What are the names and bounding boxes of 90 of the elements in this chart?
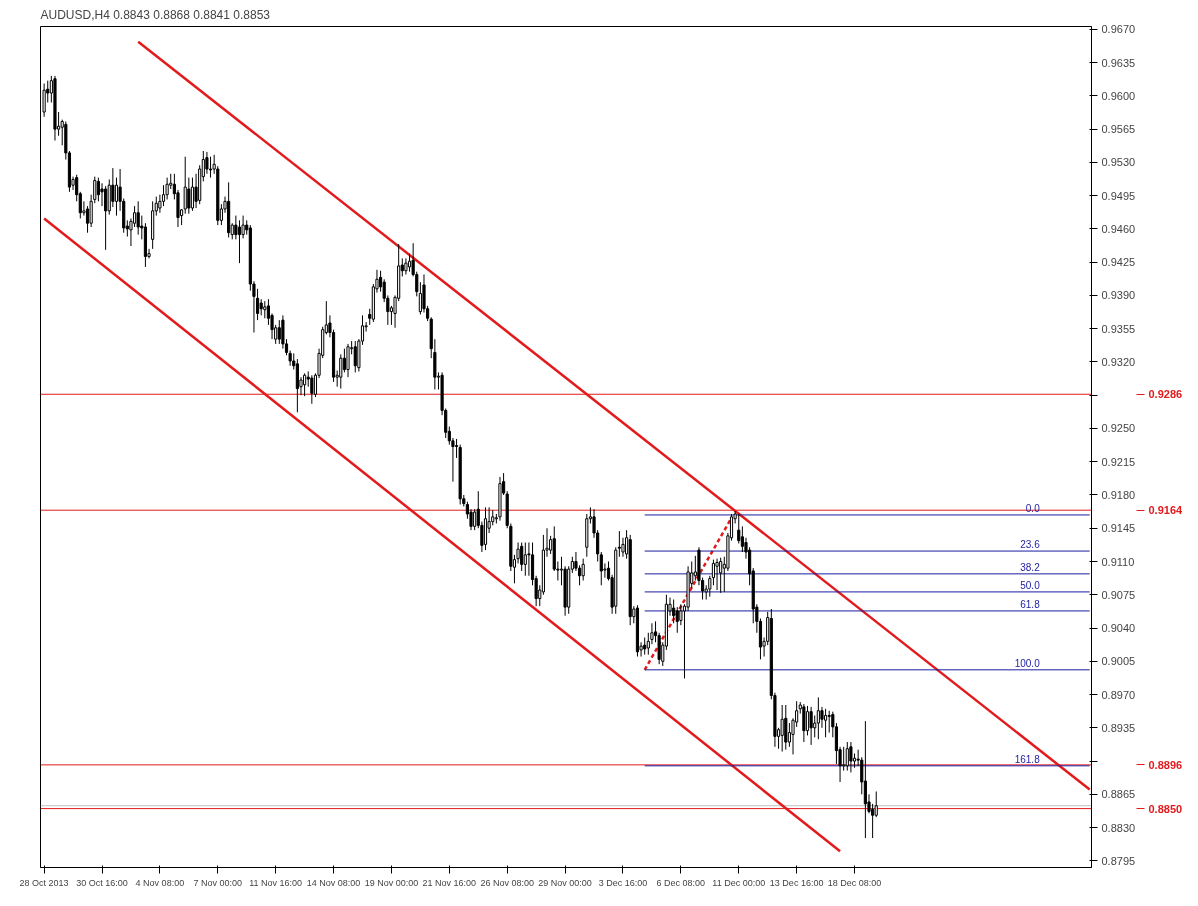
x-tick-label: 11 Nov 16:00 <box>249 877 303 888</box>
y-tick-label: 0.9600 <box>1101 89 1136 102</box>
candlestick <box>719 557 723 594</box>
chart-title: AUDUSD,H4 0.8843 0.8868 0.8841 0.8853 <box>40 7 271 22</box>
candlestick <box>187 177 191 215</box>
y-tick-label: 0.9250 <box>1101 422 1136 435</box>
y-tick-label: 0.9355 <box>1101 322 1136 335</box>
candlestick <box>527 542 531 577</box>
ref-line-label: 0.9286 <box>1148 388 1183 401</box>
candlestick <box>136 200 140 236</box>
candlestick <box>523 542 527 577</box>
x-tick-label: 29 Nov 00:00 <box>538 877 592 888</box>
series-label: 161.8 <box>1014 753 1041 765</box>
y-tick-label: 0.9215 <box>1101 455 1136 468</box>
candlestick <box>183 156 187 215</box>
x-tick-label: 18 Dec 08:00 <box>827 877 882 888</box>
candlestick <box>85 205 90 234</box>
candlestick <box>711 559 716 586</box>
candlestick <box>737 513 741 544</box>
candlestick <box>404 257 408 276</box>
candlestick <box>520 542 524 572</box>
y-tick-label: 0.9145 <box>1101 522 1136 535</box>
x-tick-label: 21 Nov 16:00 <box>422 877 477 888</box>
candlestick <box>208 156 213 179</box>
candlestick <box>780 704 784 753</box>
y-tick-label: 0.9040 <box>1101 622 1136 635</box>
y-tick-label: 0.9635 <box>1101 56 1136 69</box>
candlestick <box>809 706 813 746</box>
candlestick <box>310 374 314 405</box>
series-label: 23.6 <box>1020 539 1041 551</box>
x-tick-label: 7 Nov 00:00 <box>193 877 243 888</box>
candlestick <box>816 696 820 740</box>
y-tick-label: 0.9425 <box>1101 256 1136 269</box>
x-tick-label: 3 Dec 16:00 <box>598 877 648 888</box>
x-tick-label: 28 Oct 2013 <box>19 877 69 888</box>
y-tick-label: 0.8865 <box>1101 788 1136 801</box>
y-tick-label: 0.9005 <box>1101 655 1136 668</box>
y-tick-label: 0.9460 <box>1101 222 1136 235</box>
ref-line-label: 0.8896 <box>1148 758 1183 771</box>
y-tick-label: 0.8935 <box>1101 721 1136 734</box>
candlestick <box>111 167 115 208</box>
candlestick <box>813 714 817 738</box>
candlestick <box>672 599 676 624</box>
candlestick <box>96 177 100 202</box>
candlestick <box>845 741 849 772</box>
y-tick-label: 0.9565 <box>1101 123 1136 136</box>
y-tick-label: 0.9110 <box>1101 555 1135 568</box>
x-tick-label: 6 Dec 08:00 <box>656 877 706 888</box>
series-label: 100.0 <box>1014 657 1041 669</box>
ref-line-label: 0.8850 <box>1148 802 1183 815</box>
x-tick-label: 30 Oct 16:00 <box>76 877 128 888</box>
y-tick-label: 0.9180 <box>1101 488 1136 501</box>
series-label: 61.8 <box>1020 598 1041 610</box>
y-tick-label: 0.9320 <box>1101 355 1136 368</box>
x-tick-label: 11 Dec 00:00 <box>712 877 766 888</box>
candlestick <box>346 343 350 378</box>
y-tick-label: 0.8830 <box>1101 821 1136 834</box>
candlestick <box>277 319 281 345</box>
candlestick <box>617 530 621 558</box>
candlestick <box>849 741 853 773</box>
candlestick <box>190 177 195 212</box>
candlestick <box>675 606 679 634</box>
x-tick-label: 19 Nov 00:00 <box>364 877 419 888</box>
candlestick <box>339 353 343 390</box>
x-tick-label: 4 Nov 08:00 <box>135 877 185 888</box>
series-label: 50.0 <box>1020 579 1041 591</box>
candlestick <box>802 703 806 743</box>
x-tick-label: 14 Nov 08:00 <box>306 877 361 888</box>
y-tick-label: 0.9495 <box>1101 189 1136 202</box>
ref-line-label: 0.9164 <box>1148 504 1184 517</box>
x-tick-label: 13 Dec 16:00 <box>769 877 824 888</box>
candlestick <box>863 720 867 839</box>
candlestick <box>104 185 108 251</box>
y-tick-label: 0.9670 <box>1101 23 1136 36</box>
candlestick <box>407 253 412 273</box>
candlestick <box>824 708 828 738</box>
y-tick-label: 0.8970 <box>1101 688 1136 701</box>
y-tick-label: 0.8795 <box>1101 854 1136 867</box>
candlestick <box>784 704 788 751</box>
candlestick <box>715 558 719 591</box>
candlestick <box>237 219 242 264</box>
candlestick <box>581 558 585 582</box>
candlestick <box>842 746 846 772</box>
x-tick-label: 26 Nov 08:00 <box>480 877 534 888</box>
y-tick-label: 0.9390 <box>1101 289 1136 302</box>
y-tick-label: 0.9075 <box>1101 588 1136 601</box>
candlestick <box>473 508 477 531</box>
y-tick-label: 0.9530 <box>1101 156 1136 169</box>
candlestick <box>827 710 831 734</box>
series-label: 38.2 <box>1020 561 1041 573</box>
